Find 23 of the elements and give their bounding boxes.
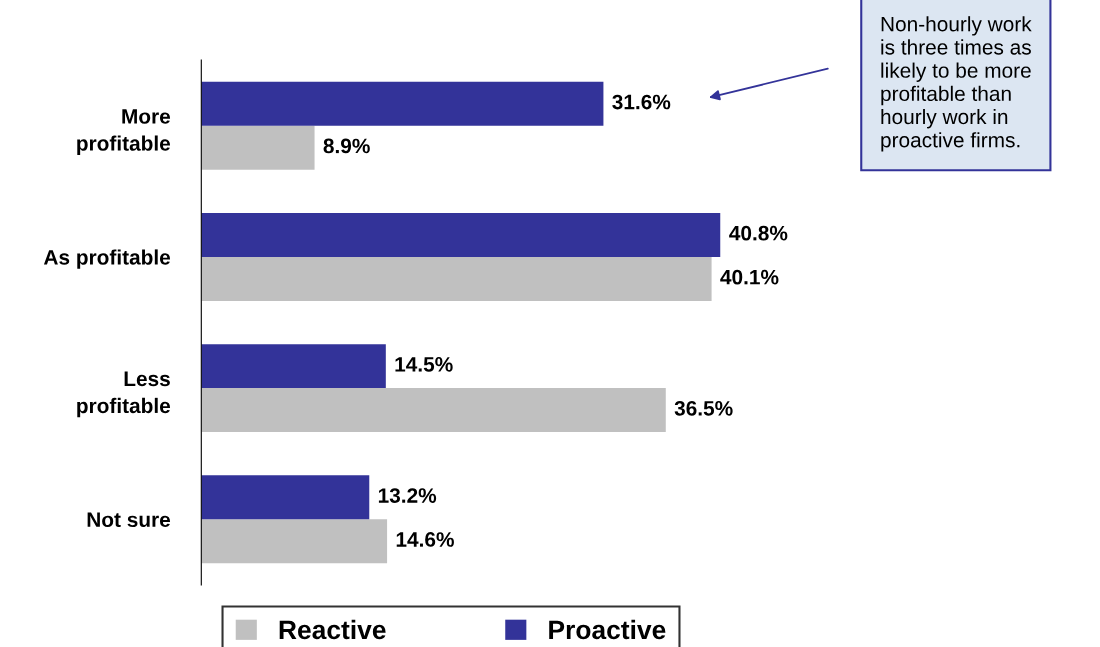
y-tick-label: Less profitable	[77, 371, 171, 418]
bar	[201, 212, 721, 257]
data-label: 14.5%	[395, 357, 453, 372]
bar	[201, 475, 370, 520]
y-tick-label: More profitable	[77, 109, 171, 155]
bar	[201, 344, 386, 389]
data-label: 13.2%	[378, 488, 437, 503]
bar	[201, 256, 712, 301]
bar	[201, 125, 315, 170]
legend-label: Proactive	[549, 619, 666, 640]
data-label: 36.5%	[674, 400, 733, 416]
legend-label: Reactive	[279, 619, 386, 640]
y-tick-label: As profitable	[43, 249, 171, 269]
bar	[201, 388, 666, 433]
data-label: 31.6%	[612, 94, 671, 110]
data-label: 8.9%	[323, 138, 370, 154]
bar	[201, 81, 604, 126]
text: Non-hourly work is three times as likely to be more profitable than hourly work in proactive firms.	[881, 16, 1032, 152]
bar	[201, 519, 388, 564]
data-label: 14.6%	[396, 532, 454, 547]
data-label: 40.1%	[720, 269, 779, 285]
data-label: 40.8%	[729, 225, 788, 241]
y-tick-label: Not sure	[87, 512, 171, 528]
